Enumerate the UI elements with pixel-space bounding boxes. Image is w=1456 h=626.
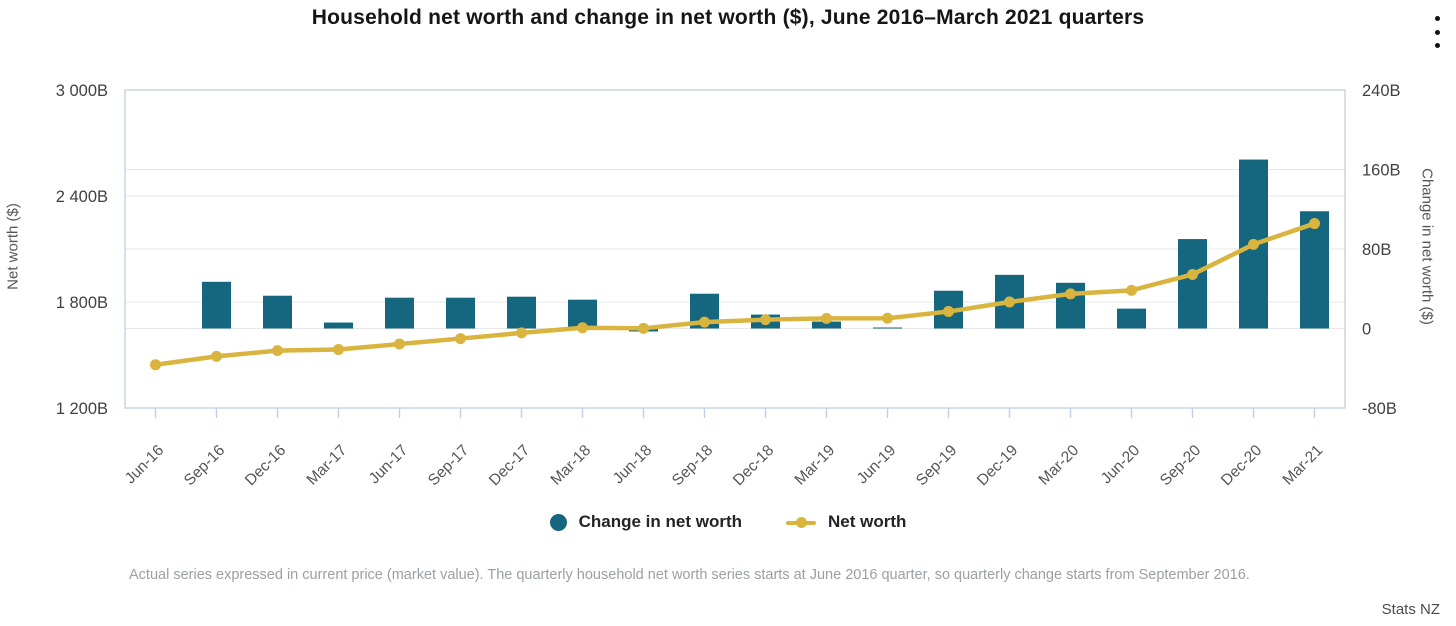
net-worth-point[interactable] <box>272 345 283 357</box>
bar-change-in-net-worth[interactable] <box>812 321 841 329</box>
y-axis-right-tick-label: 0 <box>1362 320 1371 338</box>
x-axis-tick-label: Dec-20 <box>1218 442 1266 490</box>
bar-change-in-net-worth[interactable] <box>202 281 231 329</box>
x-axis-tick-label: Mar-21 <box>1280 442 1327 489</box>
net-worth-point[interactable] <box>1309 218 1320 230</box>
x-axis-tick-label: Jun-20 <box>1098 442 1144 488</box>
net-worth-point[interactable] <box>516 327 527 339</box>
x-axis-tick-label: Sep-17 <box>425 442 472 489</box>
plot-border <box>124 89 1346 409</box>
x-axis-tick-label: Sep-20 <box>1157 442 1205 490</box>
net-worth-point[interactable] <box>394 338 405 350</box>
y-axis-right-tick-label: 160B <box>1362 161 1401 179</box>
y-axis-left-title: Net worth ($) <box>4 203 22 290</box>
chart-canvas: 3 000B 2 400B 1 800B 1 200B 240B 160B 80B 0 -80B… <box>56 82 1401 490</box>
net-worth-point[interactable] <box>699 316 710 328</box>
x-axis-tick-label: Mar-18 <box>548 442 595 489</box>
net-worth-point[interactable] <box>455 333 466 345</box>
net-worth-point[interactable] <box>882 312 893 324</box>
y-axis-left-tick-label: 2 400B <box>56 188 108 206</box>
x-axis-tick-label: Mar-17 <box>304 442 351 489</box>
legend-item-net-worth[interactable]: Net worth <box>786 512 906 532</box>
bar-change-in-net-worth[interactable] <box>1300 211 1329 329</box>
x-axis-tick-label: Mar-19 <box>792 442 839 489</box>
bar-change-in-net-worth[interactable] <box>873 327 902 329</box>
net-worth-point[interactable] <box>150 359 161 371</box>
bar-change-in-net-worth[interactable] <box>1117 308 1146 329</box>
legend: Change in net worth Net worth <box>0 512 1456 532</box>
y-axis-right-tick-label: -80B <box>1362 400 1397 418</box>
net-worth-point[interactable] <box>1187 268 1198 280</box>
net-worth-point[interactable] <box>1248 238 1259 250</box>
x-axis-tick-label: Dec-16 <box>242 442 289 489</box>
net-worth-point[interactable] <box>1065 288 1076 300</box>
x-axis-tick-label: Jun-18 <box>610 442 656 488</box>
legend-label: Net worth <box>828 512 907 531</box>
chart-title: Household net worth and change in net wo… <box>311 6 1145 29</box>
bar-series-swatch-icon <box>549 513 567 531</box>
x-axis-tick-label: Sep-16 <box>181 442 228 489</box>
y-axis-left-tick-label: 1 800B <box>56 294 108 312</box>
x-axis-tick-label: Dec-17 <box>486 442 533 489</box>
kebab-dot <box>1434 16 1440 21</box>
kebab-menu-icon[interactable] <box>1432 16 1442 48</box>
y-axis-right-tick-label: 240B <box>1362 82 1401 100</box>
source-attribution: Stats NZ <box>1381 601 1440 618</box>
x-axis-tick-label: Sep-18 <box>669 442 716 489</box>
bar-change-in-net-worth[interactable] <box>446 297 475 329</box>
x-axis-tick-label: Mar-20 <box>1036 442 1083 489</box>
x-axis-tick-label: Dec-18 <box>730 442 777 489</box>
net-worth-point[interactable] <box>577 322 588 334</box>
net-worth-point[interactable] <box>638 322 649 334</box>
y-axis-right-tick-label: 80B <box>1362 241 1391 259</box>
bar-change-in-net-worth[interactable] <box>324 322 353 329</box>
x-axis-tick-label: Jun-16 <box>122 442 168 488</box>
bar-change-in-net-worth[interactable] <box>263 295 292 329</box>
kebab-dot <box>1434 43 1440 48</box>
line-swatch-dot <box>796 516 807 528</box>
y-axis-left-tick-label: 1 200B <box>56 400 108 418</box>
chart-footnote: Actual series expressed in current price… <box>129 567 1250 583</box>
net-worth-point[interactable] <box>1004 296 1015 308</box>
legend-label: Change in net worth <box>578 512 742 531</box>
kebab-dot <box>1434 29 1440 35</box>
bar-change-in-net-worth[interactable] <box>1178 239 1207 329</box>
net-worth-point[interactable] <box>1126 284 1137 296</box>
x-axis-tick-label: Sep-19 <box>913 442 960 489</box>
net-worth-point[interactable] <box>333 344 344 356</box>
legend-item-change-in-net-worth[interactable]: Change in net worth <box>549 512 742 532</box>
net-worth-point[interactable] <box>943 306 954 318</box>
x-axis-tick-label: Dec-19 <box>974 442 1021 489</box>
x-axis-tick-label: Jun-19 <box>854 442 900 488</box>
bar-change-in-net-worth[interactable] <box>385 297 414 329</box>
net-worth-point[interactable] <box>821 312 832 324</box>
x-axis-tick-label: Jun-17 <box>366 442 412 488</box>
net-worth-line <box>153 221 1317 367</box>
net-worth-point[interactable] <box>760 314 771 326</box>
y-axis-right-title: Change in net worth ($) <box>1418 168 1436 325</box>
bar-change-in-net-worth[interactable] <box>507 296 536 329</box>
net-worth-point[interactable] <box>211 350 222 362</box>
y-axis-left-tick-label: 3 000B <box>56 82 108 100</box>
line-series-swatch-icon <box>786 516 816 528</box>
